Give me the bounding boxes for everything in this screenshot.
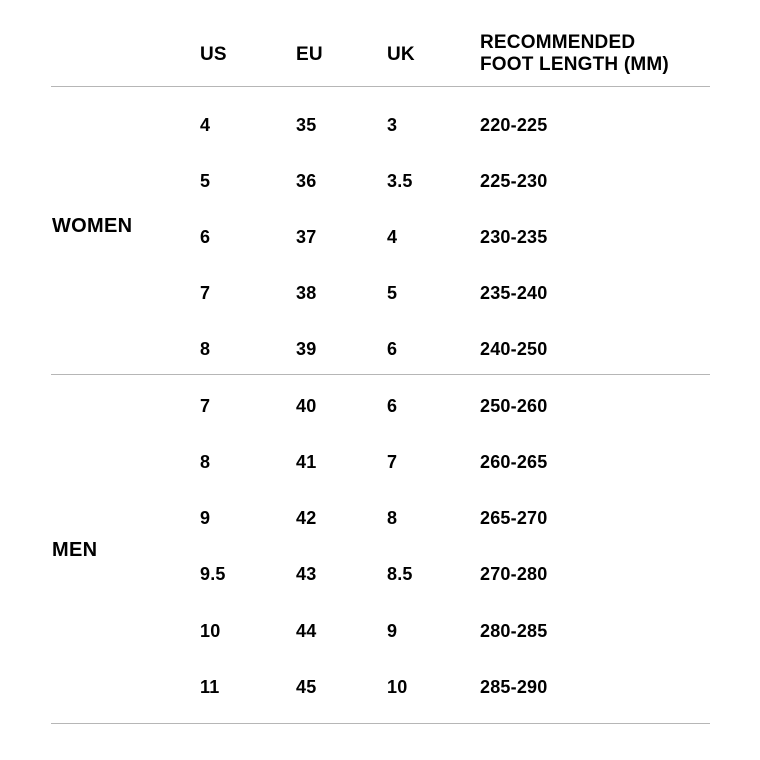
- cell-len: 240-250: [480, 339, 548, 359]
- table-row: 8 39 6 240-250: [0, 336, 760, 362]
- column-header-us: US: [200, 44, 227, 65]
- cell-len: 225-230: [480, 171, 548, 191]
- cell-len: 280-285: [480, 621, 548, 641]
- cell-len: 270-280: [480, 564, 548, 584]
- cell-us: 5: [200, 171, 211, 191]
- cell-us: 7: [200, 283, 211, 303]
- table-row: 8 41 7 260-265: [0, 449, 760, 475]
- group-label-men: MEN: [52, 539, 98, 561]
- cell-uk: 7: [387, 452, 398, 472]
- cell-us: 9.5: [200, 564, 226, 584]
- cell-uk: 4: [387, 227, 398, 247]
- cell-us: 10: [200, 621, 221, 641]
- divider-women-men: [51, 374, 710, 375]
- table-row: 5 36 3.5 225-230: [0, 168, 760, 194]
- group-label-women: WOMEN: [52, 215, 133, 237]
- table-header: US EU UK RECOMMENDED FOOT LENGTH (MM): [0, 30, 760, 82]
- cell-uk: 6: [387, 396, 398, 416]
- cell-len: 265-270: [480, 508, 548, 528]
- cell-uk: 6: [387, 339, 398, 359]
- divider-header: [51, 86, 710, 87]
- cell-eu: 36: [296, 171, 317, 191]
- divider-bottom: [51, 723, 710, 724]
- column-header-eu: EU: [296, 44, 323, 65]
- table-row: 7 40 6 250-260: [0, 393, 760, 419]
- cell-uk: 5: [387, 283, 398, 303]
- cell-us: 4: [200, 115, 211, 135]
- cell-eu: 42: [296, 508, 317, 528]
- cell-eu: 43: [296, 564, 317, 584]
- cell-len: 260-265: [480, 452, 548, 472]
- cell-us: 6: [200, 227, 211, 247]
- cell-eu: 41: [296, 452, 317, 472]
- cell-eu: 38: [296, 283, 317, 303]
- cell-eu: 37: [296, 227, 317, 247]
- cell-uk: 8.5: [387, 564, 413, 584]
- cell-us: 8: [200, 339, 211, 359]
- cell-uk: 10: [387, 677, 408, 697]
- table-row: 10 44 9 280-285: [0, 618, 760, 644]
- cell-eu: 40: [296, 396, 317, 416]
- table-row: 9.5 43 8.5 270-280: [0, 561, 760, 587]
- table-row: 11 45 10 285-290: [0, 674, 760, 700]
- table-row: 9 42 8 265-270: [0, 505, 760, 531]
- cell-uk: 3.5: [387, 171, 413, 191]
- cell-eu: 45: [296, 677, 317, 697]
- cell-uk: 8: [387, 508, 398, 528]
- cell-len: 250-260: [480, 396, 548, 416]
- cell-us: 11: [200, 677, 220, 697]
- cell-len: 235-240: [480, 283, 548, 303]
- cell-eu: 35: [296, 115, 317, 135]
- table-row: 6 37 4 230-235: [0, 224, 760, 250]
- cell-us: 9: [200, 508, 211, 528]
- cell-eu: 39: [296, 339, 317, 359]
- table-row: 7 38 5 235-240: [0, 280, 760, 306]
- cell-len: 220-225: [480, 115, 548, 135]
- table-row: 4 35 3 220-225: [0, 112, 760, 138]
- cell-eu: 44: [296, 621, 317, 641]
- cell-len: 285-290: [480, 677, 548, 697]
- cell-us: 7: [200, 396, 211, 416]
- column-header-recommended-foot-length: RECOMMENDED FOOT LENGTH (MM): [480, 32, 669, 75]
- cell-uk: 3: [387, 115, 398, 135]
- cell-uk: 9: [387, 621, 398, 641]
- column-header-uk: UK: [387, 44, 415, 65]
- cell-us: 8: [200, 452, 211, 472]
- cell-len: 230-235: [480, 227, 548, 247]
